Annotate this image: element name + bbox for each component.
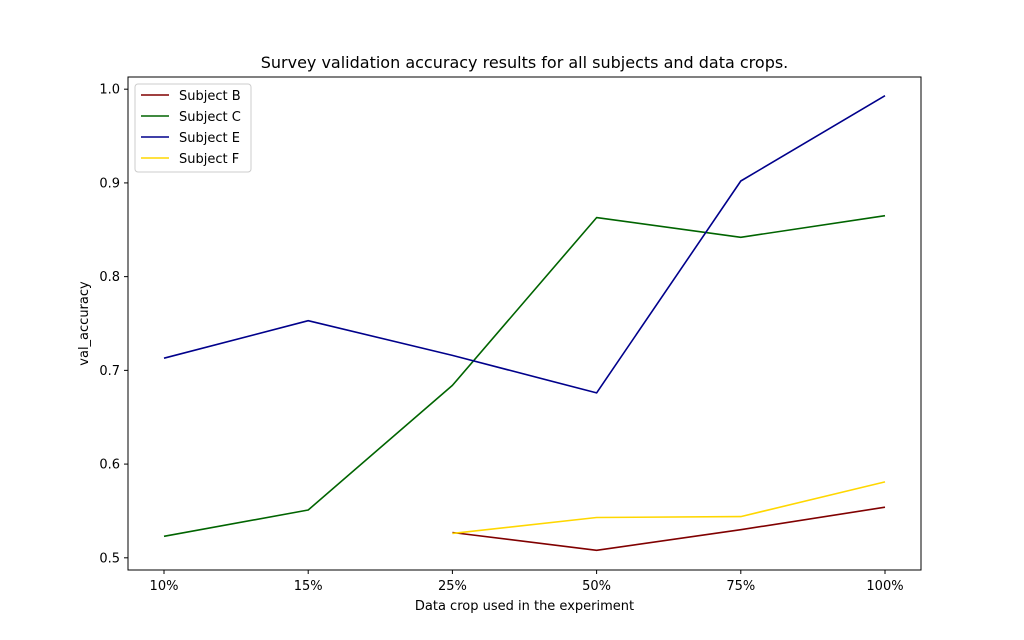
- legend-label-subject-f: Subject F: [179, 152, 239, 167]
- series-line-subject-c: [163, 214, 886, 538]
- series-line-subject-e: [163, 95, 886, 394]
- series-line-subject-f: [452, 481, 886, 535]
- y-tick-label: 0.5: [99, 551, 120, 566]
- series-layer: [163, 95, 886, 552]
- legend-frame: [134, 83, 252, 173]
- legend: Subject B Subject C Subject E Subject F: [134, 83, 252, 173]
- x-tick-label: 15%: [294, 579, 323, 594]
- y-tick-label: 1.0: [99, 83, 120, 98]
- y-tick-label: 0.9: [99, 176, 120, 191]
- series-line-subject-b: [452, 506, 886, 552]
- x-tick-label: 75%: [726, 579, 755, 594]
- y-tick-label: 0.8: [99, 270, 120, 285]
- plot-area-frame: [127, 76, 922, 571]
- y-tick-label: 0.7: [99, 364, 120, 379]
- x-axis: 10% 15% 25% 50% 75% 100%: [150, 570, 904, 594]
- x-tick-label: 10%: [150, 579, 179, 594]
- x-axis-label: Data crop used in the experiment: [415, 599, 634, 614]
- legend-label-subject-b: Subject B: [179, 89, 241, 104]
- legend-label-subject-c: Subject C: [179, 110, 241, 125]
- chart-title: Survey validation accuracy results for a…: [261, 53, 789, 72]
- y-axis: 0.5 0.6 0.7 0.8 0.9 1.0: [99, 83, 128, 566]
- x-tick-label: 25%: [438, 579, 467, 594]
- legend-label-subject-e: Subject E: [179, 131, 240, 146]
- x-tick-label: 100%: [866, 579, 903, 594]
- x-tick-label: 50%: [582, 579, 611, 594]
- y-axis-label: val_accuracy: [77, 281, 92, 366]
- y-tick-label: 0.6: [99, 458, 120, 473]
